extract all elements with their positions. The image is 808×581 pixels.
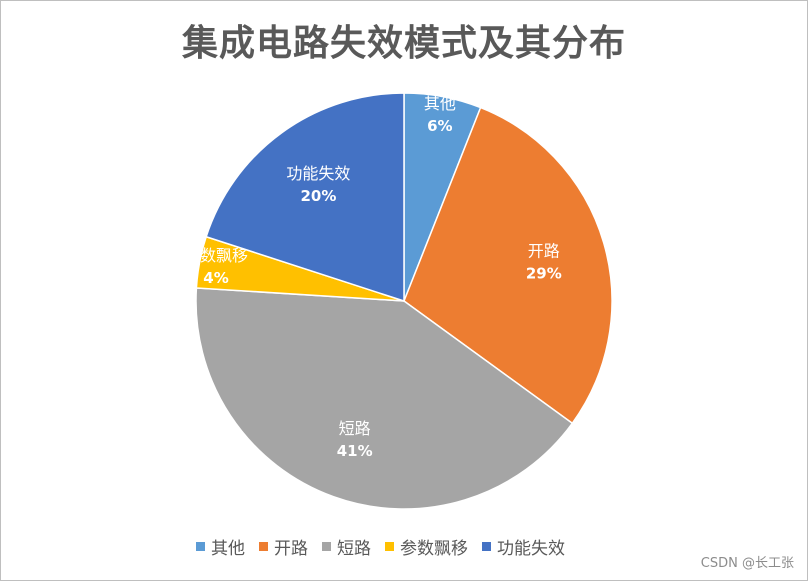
data-label-value-4: 20% [300,187,336,205]
data-label-name-4: 功能失效 [286,164,350,183]
chart-legend: 其他 开路 短路 参数飘移 功能失效 [196,534,579,559]
pie-slice-2 [195,287,574,510]
data-label-name-3: 参数飘移 [184,246,248,265]
legend-label-1: 开路 [274,539,308,559]
watermark: CSDN @长工张 [700,556,794,571]
data-label-name-0: 其他 [424,94,456,113]
legend-swatch-0 [196,542,205,551]
legend-item-2: 短路 [322,534,371,559]
legend-label-3: 参数飘移 [400,539,468,559]
legend-swatch-1 [259,542,268,551]
legend-swatch-3 [385,542,394,551]
legend-item-4: 功能失效 [482,534,565,559]
data-label-value-1: 29% [526,264,562,282]
data-label-value-2: 41% [337,442,373,460]
legend-swatch-4 [482,542,491,551]
pie-slice-1 [403,106,613,425]
legend-label-0: 其他 [211,539,245,559]
legend-swatch-2 [322,542,331,551]
legend-label-4: 功能失效 [497,539,565,559]
data-label-name-1: 开路 [528,241,560,260]
data-label-name-2: 短路 [339,419,371,438]
chart-title: 集成电路失效模式及其分布 [181,23,626,64]
legend-label-2: 短路 [337,539,371,559]
legend-item-3: 参数飘移 [385,534,468,559]
legend-item-0: 其他 [196,534,245,559]
data-label-value-3: 4% [203,269,228,287]
pie-slice-4 [205,92,405,303]
legend-item-1: 开路 [259,534,308,559]
data-label-value-0: 6% [427,117,452,135]
